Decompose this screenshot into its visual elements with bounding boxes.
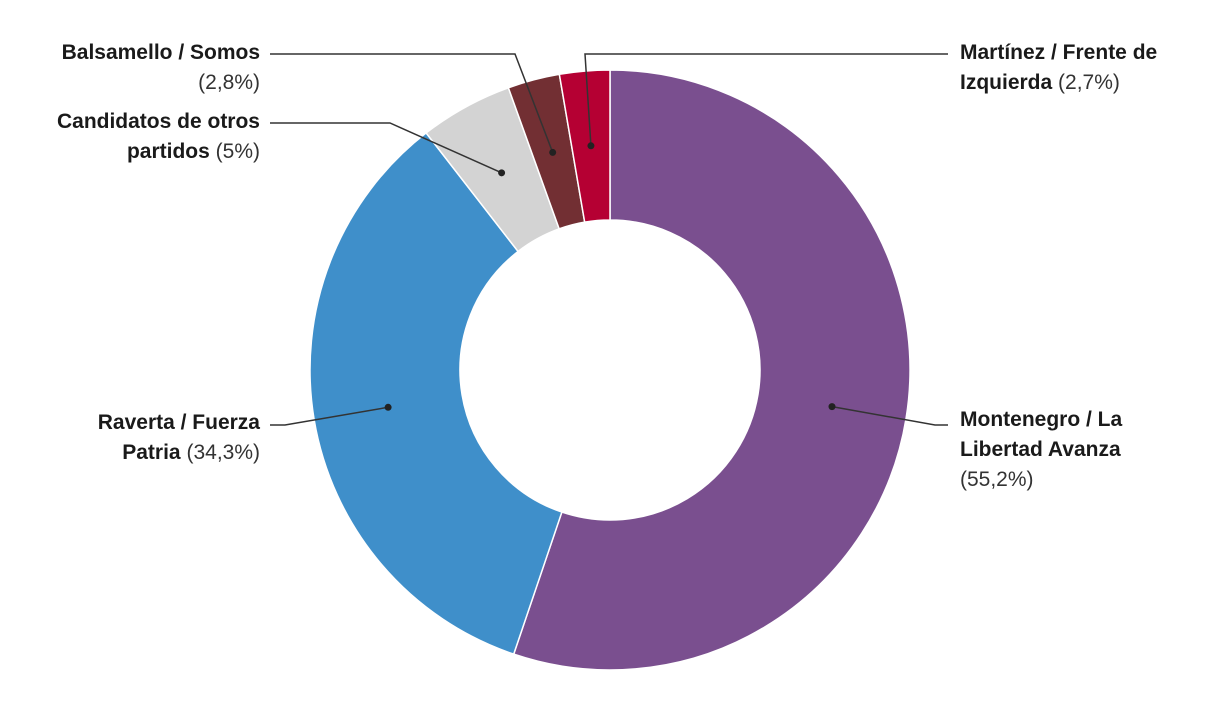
donut-slice-martinez (558, 69, 611, 224)
leader-dot-otros (498, 169, 506, 177)
slice-label-martinez-line2: Izquierda (960, 71, 1053, 94)
slice-label-montenegro: Montenegro / La Libertad Avanza (55,2%) (960, 405, 1122, 495)
slice-label-raverta: Raverta / Fuerza Patria (34,3%) (98, 408, 260, 468)
slice-percent-raverta: (34,3%) (186, 441, 260, 464)
slice-label-otros-line1: Candidatos de otros (56, 110, 260, 133)
leader-line-balsamello (270, 53, 554, 153)
donut-slice-raverta (309, 131, 563, 656)
slice-label-montenegro-line2: Libertad Avanza (960, 438, 1121, 461)
leader-line-raverta (270, 406, 389, 426)
slice-label-raverta-line2: Patria (122, 441, 181, 464)
slice-label-balsamello-line1: Balsamello / Somos (61, 41, 260, 64)
leader-dot-raverta (384, 403, 392, 411)
leader-dot-balsamello (549, 148, 557, 156)
leader-dot-martinez (587, 142, 595, 150)
slice-label-otros: Candidatos de otros partidos (5%) (57, 107, 260, 167)
slice-percent-martinez: (2,7%) (1058, 71, 1120, 94)
leader-dot-montenegro (828, 403, 836, 411)
slice-percent-montenegro: (55,2%) (960, 468, 1034, 491)
leader-line-otros (270, 122, 502, 174)
donut-slice-montenegro (512, 69, 911, 671)
slice-percent-balsamello: (2,8%) (198, 71, 260, 94)
slice-label-martinez-line1: Martínez / Frente de (960, 41, 1158, 64)
slice-label-otros-line2: partidos (126, 140, 210, 163)
leader-line-martinez (584, 53, 948, 146)
leader-line-montenegro (831, 405, 948, 426)
slice-label-martinez: Martínez / Frente de Izquierda (2,7%) (960, 38, 1157, 98)
slice-label-balsamello: Balsamello / Somos (2,8%) (62, 38, 260, 98)
slice-label-montenegro-line1: Montenegro / La (960, 408, 1123, 431)
slice-percent-otros: (5%) (215, 140, 260, 163)
slice-label-raverta-line1: Raverta / Fuerza (97, 411, 260, 434)
